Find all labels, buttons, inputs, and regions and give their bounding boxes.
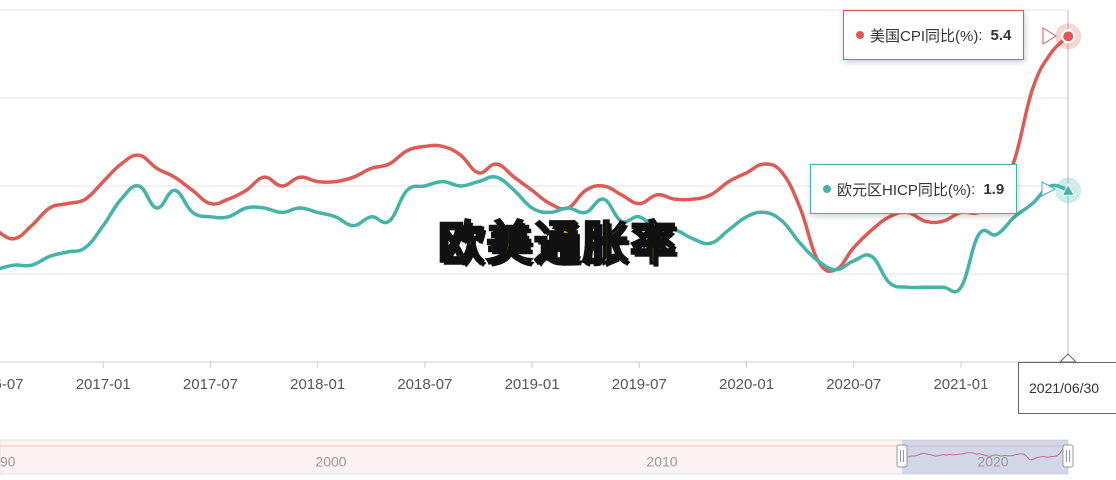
- x-tick-label: 2020-07: [826, 376, 881, 393]
- slider-label: 2020: [977, 454, 1008, 470]
- axis-pointer: [1058, 353, 1078, 363]
- tooltip: 欧元区HICP同比(%) : 1.9: [810, 164, 1018, 214]
- x-tick-label: 2016-07: [0, 376, 24, 393]
- tooltip-arrow: [1042, 27, 1057, 45]
- x-tick-label: 2017-01: [76, 376, 131, 393]
- chart-title: 欧美通胀率: [437, 215, 678, 271]
- x-tick-label: 2018-07: [397, 376, 452, 393]
- series-name: 欧元区HICP同比(%): [837, 181, 972, 199]
- value-label: 5.4: [990, 26, 1012, 44]
- slider-window: [902, 440, 1068, 474]
- slider-label: 2000: [315, 454, 346, 470]
- slider-label: 1990: [0, 454, 16, 470]
- tooltip-dot: [823, 185, 831, 193]
- x-tick-label: 2020-01: [719, 376, 774, 393]
- marker: [1061, 183, 1076, 196]
- tooltip-date: 2021/06/30: [1029, 380, 1100, 396]
- tooltip-arrow: [1041, 181, 1057, 197]
- slider-label: 2010: [646, 454, 677, 470]
- x-tick-label: 2019-01: [505, 376, 560, 393]
- tooltip: 美国CPI同比(%) : 5.4: [843, 10, 1025, 60]
- axis-tooltip: 2021/06/30: [1018, 362, 1116, 414]
- x-tick-label: 2017-07: [183, 376, 238, 393]
- slider-handle[interactable]: [896, 444, 908, 468]
- series-line: [0, 35, 1070, 273]
- value-label: 1.9: [983, 180, 1005, 198]
- marker: [1061, 29, 1076, 44]
- tooltip-dot: [856, 31, 864, 39]
- x-tick-label: 2018-01: [290, 376, 345, 393]
- series-name: 美国CPI同比(%): [870, 27, 979, 45]
- separator: :: [978, 26, 983, 44]
- slider-handle[interactable]: [1062, 444, 1074, 468]
- slider-line: [901, 446, 1069, 461]
- x-tick-label: 2021-01: [933, 376, 988, 393]
- separator: :: [971, 180, 976, 198]
- x-tick-label: 2019-07: [612, 376, 667, 393]
- series-line: [0, 175, 1069, 294]
